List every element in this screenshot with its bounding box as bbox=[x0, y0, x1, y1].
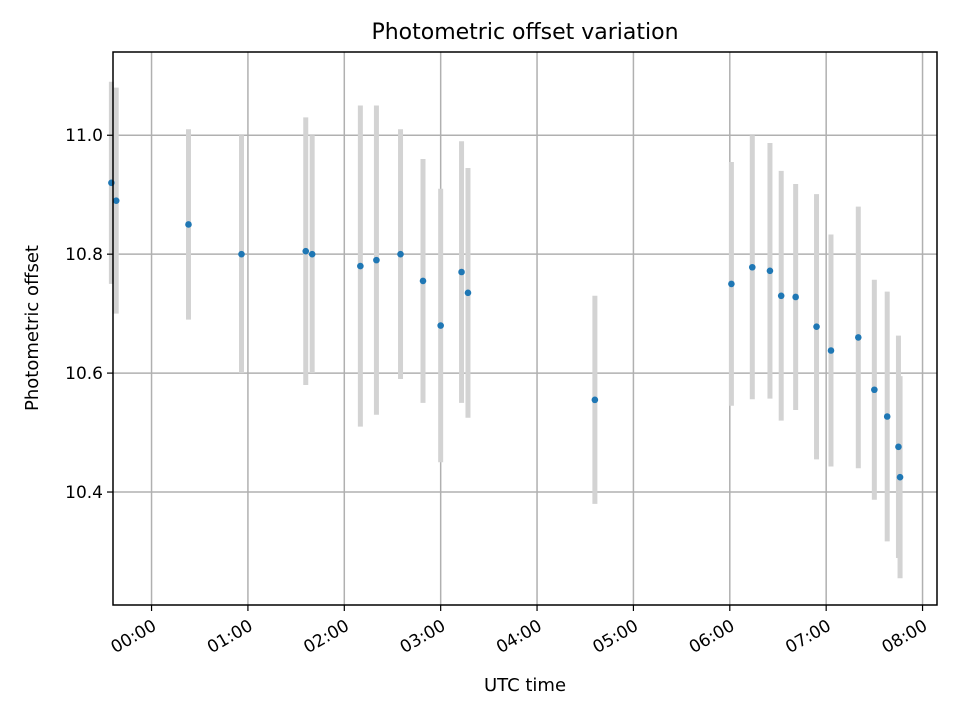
y-tick-label: 10.8 bbox=[65, 245, 103, 265]
data-point bbox=[896, 473, 904, 481]
data-point bbox=[397, 250, 404, 258]
data-point bbox=[419, 277, 427, 285]
data-point bbox=[895, 443, 902, 451]
x-tick-label: 02:00 bbox=[300, 616, 352, 658]
data-point bbox=[357, 262, 364, 270]
data-point bbox=[748, 263, 756, 271]
data-point bbox=[777, 292, 785, 300]
x-tick-label: 08:00 bbox=[879, 616, 931, 658]
y-tick-label: 10.4 bbox=[65, 483, 103, 503]
y-axis-label: Photometric offset bbox=[22, 245, 43, 411]
x-tick-label: 05:00 bbox=[589, 616, 641, 658]
y-axis-ticks: 10.4 10.6 10.8 11.0 bbox=[65, 126, 113, 503]
data-point bbox=[827, 347, 835, 354]
data-point bbox=[871, 386, 878, 394]
x-tick-label: 03:00 bbox=[397, 616, 449, 658]
error-bars bbox=[108, 81, 903, 579]
x-tick-label: 00:00 bbox=[108, 616, 160, 658]
grid bbox=[113, 52, 937, 605]
y-tick-label: 11.0 bbox=[65, 126, 103, 146]
data-point bbox=[792, 293, 799, 301]
data-point bbox=[302, 247, 310, 255]
data-point bbox=[854, 334, 862, 341]
data-point bbox=[813, 323, 820, 331]
data-point bbox=[458, 268, 465, 276]
data-point bbox=[883, 413, 891, 420]
data-points bbox=[108, 179, 904, 481]
data-point bbox=[766, 267, 774, 275]
data-point bbox=[464, 289, 472, 297]
data-point bbox=[238, 250, 245, 258]
data-point bbox=[373, 256, 380, 264]
data-point bbox=[112, 197, 120, 204]
data-point bbox=[591, 396, 599, 404]
x-axis-ticks: 00:00 01:00 02:00 03:00 04:00 05:00 06:00 07:00… bbox=[108, 605, 931, 658]
plot-frame bbox=[112, 51, 938, 606]
data-point bbox=[728, 280, 735, 288]
x-tick-label: 06:00 bbox=[686, 616, 738, 658]
y-tick-label: 10.6 bbox=[65, 364, 103, 384]
x-tick-label: 01:00 bbox=[204, 616, 256, 658]
data-point bbox=[185, 221, 192, 228]
x-axis-label: UTC time bbox=[484, 675, 566, 696]
chart-title: Photometric offset variation bbox=[371, 20, 678, 45]
x-tick-label: 07:00 bbox=[782, 616, 834, 658]
x-tick-label: 04:00 bbox=[493, 616, 545, 658]
data-point bbox=[437, 322, 444, 329]
data-point bbox=[308, 250, 316, 258]
